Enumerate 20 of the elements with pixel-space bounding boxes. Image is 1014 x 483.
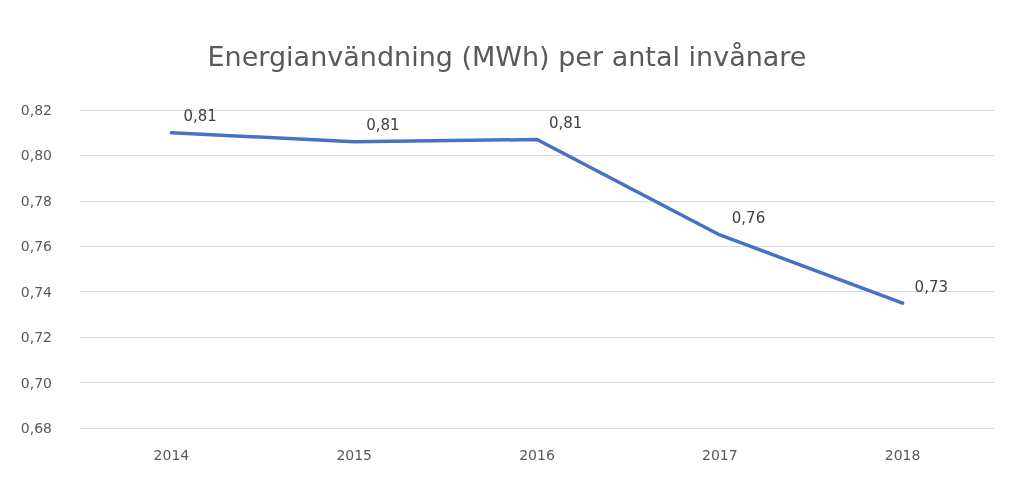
x-tick-label: 2016 bbox=[519, 447, 555, 463]
chart-title: Energianvändning (MWh) per antal invånare bbox=[207, 41, 807, 72]
y-tick-label: 0,72 bbox=[20, 329, 52, 346]
data-label: 0,76 bbox=[731, 209, 766, 228]
y-tick-label: 0,74 bbox=[20, 283, 53, 300]
data-label: 0,81 bbox=[549, 114, 583, 133]
data-label: 0,73 bbox=[914, 277, 949, 296]
x-tick-label: 2014 bbox=[153, 447, 190, 463]
y-tick-label: 0,76 bbox=[20, 238, 53, 255]
y-tick-label: 0,82 bbox=[20, 102, 52, 118]
data-label: 0,81 bbox=[183, 107, 217, 126]
line-series bbox=[169, 130, 905, 305]
y-tick-label: 0,68 bbox=[20, 420, 52, 436]
x-tick-label: 2015 bbox=[336, 447, 373, 463]
y-tick-label: 0,78 bbox=[20, 192, 52, 209]
data-label: 0,81 bbox=[366, 116, 400, 135]
y-tick-label: 0,70 bbox=[20, 374, 52, 391]
y-tick-label: 0,80 bbox=[20, 147, 52, 164]
x-tick-label: 2017 bbox=[701, 447, 738, 463]
x-tick-label: 2018 bbox=[884, 447, 921, 463]
